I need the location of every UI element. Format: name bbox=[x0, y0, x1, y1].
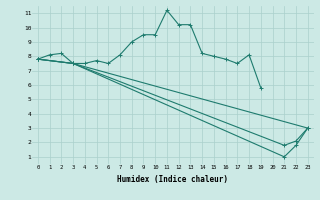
X-axis label: Humidex (Indice chaleur): Humidex (Indice chaleur) bbox=[117, 175, 228, 184]
